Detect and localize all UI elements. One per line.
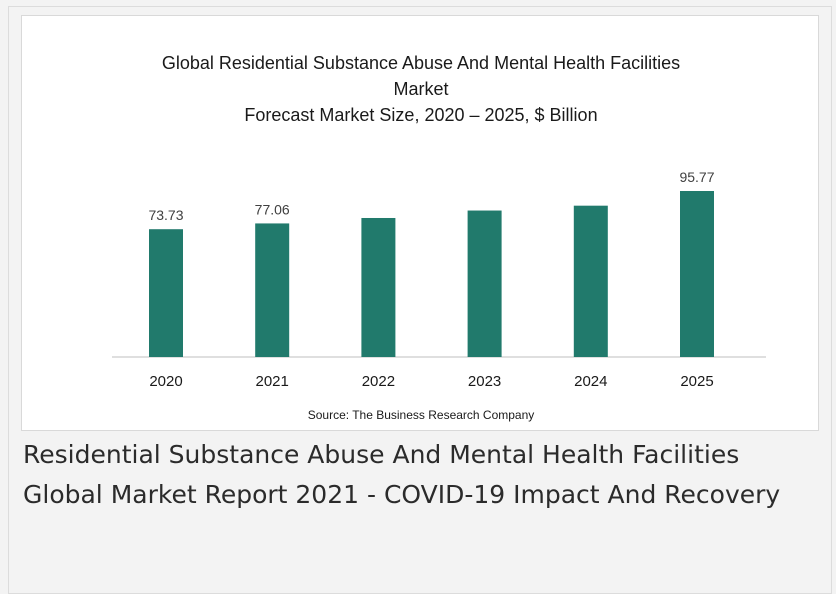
data-label-2020: 73.73 <box>148 207 183 223</box>
bar-2025 <box>680 191 714 357</box>
chart-title: Global Residential Substance Abuse And M… <box>22 50 820 128</box>
x-tick-label-2023: 2023 <box>468 373 501 390</box>
bar-2023 <box>467 210 502 357</box>
data-label-2021: 77.06 <box>255 201 290 217</box>
chart-subtitle: Forecast Market Size, 2020 – 2025, $ Bil… <box>244 105 598 125</box>
bar-chart: 73.73 2020 77.06 2021 2022 2023 2024 95.77 2025 S… <box>112 169 766 422</box>
bar-2020 <box>149 229 183 357</box>
x-tick-label-2021: 2021 <box>256 373 289 390</box>
x-tick-label-2024: 2024 <box>574 373 607 390</box>
bar-2021 <box>255 223 290 357</box>
x-tick-label-2022: 2022 <box>362 373 395 390</box>
data-label-2025: 95.77 <box>679 169 714 185</box>
bar-2022 <box>361 217 396 357</box>
bar-2024 <box>573 205 608 357</box>
chart-title-line: Global Residential Substance Abuse And M… <box>161 53 681 73</box>
chart-title-line: Market <box>393 79 449 99</box>
chart-image: Global Residential Substance Abuse And M… <box>21 15 819 431</box>
article-title[interactable]: Residential Substance Abuse And Mental H… <box>23 440 781 509</box>
x-tick-label-2020: 2020 <box>149 373 182 390</box>
x-tick-label-2025: 2025 <box>680 373 713 390</box>
chart-source: Source: The Business Research Company <box>308 408 535 422</box>
article-card[interactable]: Global Residential Substance Abuse And M… <box>8 6 832 594</box>
